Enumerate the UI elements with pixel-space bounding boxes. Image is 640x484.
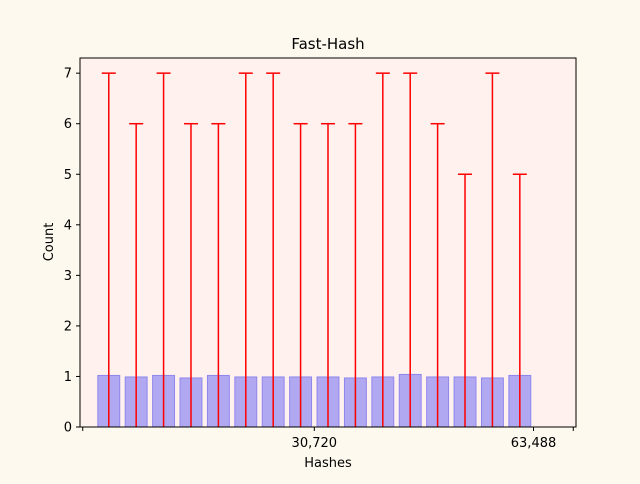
x-tick-label: 30,720 <box>292 436 338 451</box>
y-tick-label: 5 <box>64 168 72 183</box>
y-tick-label: 2 <box>64 319 72 334</box>
plot-frame <box>79 57 577 428</box>
x-axis-label: Hashes <box>304 456 352 471</box>
y-axis-label: Count <box>42 223 57 262</box>
y-tick-label: 4 <box>64 218 72 233</box>
x-tick-label: 63,488 <box>511 436 557 451</box>
y-tick-label: 3 <box>64 269 72 284</box>
x-ticks-group: 30,720 63,488 <box>82 427 574 451</box>
chart-title: Fast-Hash <box>291 35 364 53</box>
y-tick-label: 0 <box>64 421 72 436</box>
y-tick-label: 1 <box>64 370 72 385</box>
y-tick-label: 6 <box>64 117 72 132</box>
y-tick-label: 7 <box>64 67 72 82</box>
y-ticks-group: 0 1 2 3 4 5 6 7 <box>64 67 80 436</box>
error-bars-group <box>101 72 527 427</box>
